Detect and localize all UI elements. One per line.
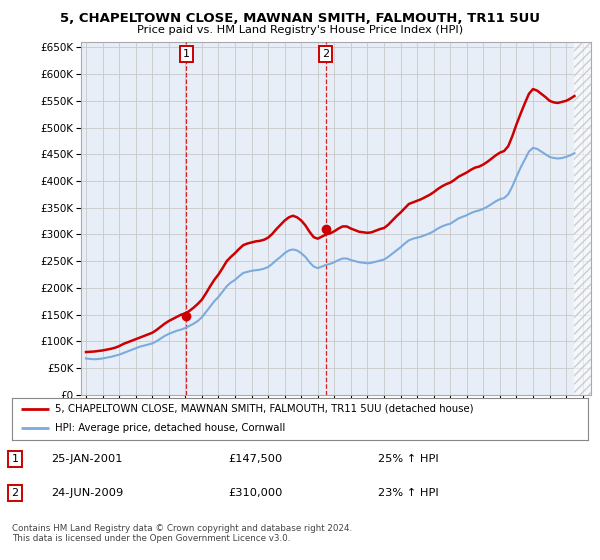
Polygon shape (574, 42, 591, 395)
Text: £310,000: £310,000 (228, 488, 283, 498)
Text: 25-JAN-2001: 25-JAN-2001 (51, 454, 122, 464)
Text: 25% ↑ HPI: 25% ↑ HPI (378, 454, 439, 464)
Text: 2: 2 (11, 488, 19, 498)
Text: 1: 1 (183, 49, 190, 59)
Text: 2: 2 (322, 49, 329, 59)
Text: Contains HM Land Registry data © Crown copyright and database right 2024.
This d: Contains HM Land Registry data © Crown c… (12, 524, 352, 543)
Text: £147,500: £147,500 (228, 454, 282, 464)
Text: Price paid vs. HM Land Registry's House Price Index (HPI): Price paid vs. HM Land Registry's House … (137, 25, 463, 35)
Text: HPI: Average price, detached house, Cornwall: HPI: Average price, detached house, Corn… (55, 423, 286, 433)
Text: 23% ↑ HPI: 23% ↑ HPI (378, 488, 439, 498)
Text: 5, CHAPELTOWN CLOSE, MAWNAN SMITH, FALMOUTH, TR11 5UU: 5, CHAPELTOWN CLOSE, MAWNAN SMITH, FALMO… (60, 12, 540, 25)
Text: 5, CHAPELTOWN CLOSE, MAWNAN SMITH, FALMOUTH, TR11 5UU (detached house): 5, CHAPELTOWN CLOSE, MAWNAN SMITH, FALMO… (55, 404, 474, 414)
Text: 1: 1 (11, 454, 19, 464)
Text: 24-JUN-2009: 24-JUN-2009 (51, 488, 123, 498)
